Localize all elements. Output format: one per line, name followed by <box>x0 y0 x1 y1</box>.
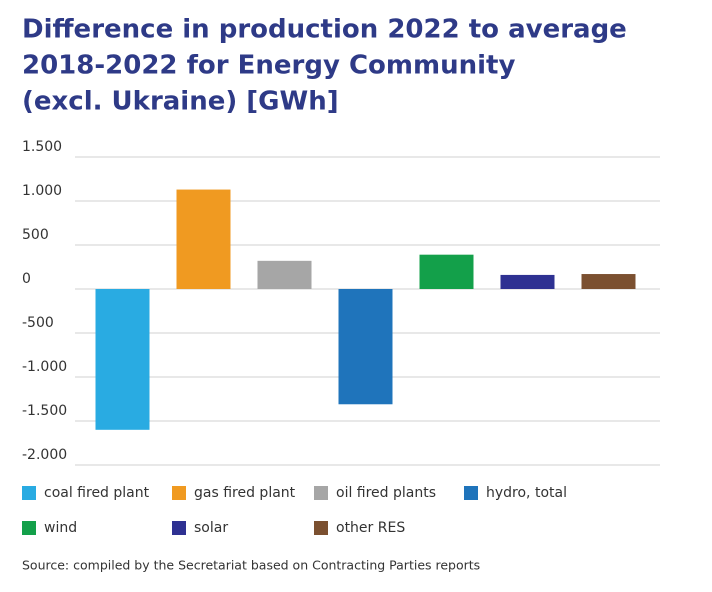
y-tick-label: 1.500 <box>22 139 62 155</box>
legend-label: gas fired plant <box>194 485 296 501</box>
legend-swatch <box>22 486 36 500</box>
legend-swatch <box>464 486 478 500</box>
y-tick-label: 500 <box>22 227 49 243</box>
y-tick-label: -1.500 <box>22 403 67 419</box>
y-tick-label: -1.000 <box>22 359 67 375</box>
y-tick-label: -2.000 <box>22 447 67 463</box>
legend-swatch <box>314 486 328 500</box>
legend-label: oil fired plants <box>336 485 436 501</box>
chart-title: (excl. Ukraine) [GWh] <box>22 87 339 117</box>
bar <box>95 289 150 430</box>
y-tick-label: -500 <box>22 315 54 331</box>
legend-label: coal fired plant <box>44 485 150 501</box>
bar <box>419 254 474 289</box>
legend-swatch <box>172 521 186 535</box>
legend-swatch <box>172 486 186 500</box>
chart-title: 2018-2022 for Energy Community <box>22 51 515 81</box>
y-tick-label: 0 <box>22 271 31 287</box>
bar <box>257 260 312 289</box>
chart-title: Difference in production 2022 to average <box>22 15 627 45</box>
legend-label: other RES <box>336 520 405 536</box>
y-tick-label: 1.000 <box>22 183 62 199</box>
bar <box>176 189 231 289</box>
bar <box>500 274 555 289</box>
source-note: Source: compiled by the Secretariat base… <box>22 558 480 573</box>
legend-label: hydro, total <box>486 485 567 501</box>
bar <box>338 289 393 405</box>
legend-swatch <box>314 521 328 535</box>
legend-label: solar <box>194 520 228 536</box>
bar <box>581 274 636 289</box>
legend-label: wind <box>44 520 77 536</box>
legend-swatch <box>22 521 36 535</box>
